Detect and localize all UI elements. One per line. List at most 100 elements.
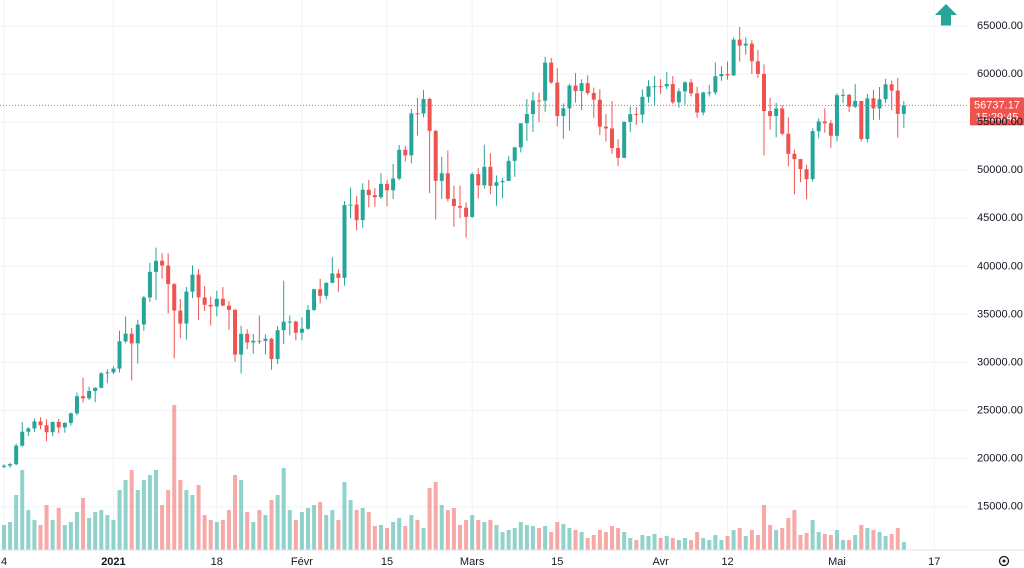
volume-bar [44, 505, 49, 550]
volume-bar [439, 505, 444, 550]
volume-bar [834, 530, 839, 550]
y-tick-label: 55000.00 [977, 116, 1023, 128]
volume-bar [841, 540, 846, 550]
candle-body [14, 445, 19, 465]
x-tick-label: 15 [381, 556, 393, 568]
candle-body [622, 121, 627, 158]
candle-body [421, 98, 426, 114]
volume-bar [372, 526, 377, 550]
y-tick-label: 65000.00 [977, 20, 1023, 32]
x-tick-label: 12 [721, 556, 733, 568]
volume-bar [762, 505, 766, 550]
candle-body [822, 121, 827, 124]
candle-body [701, 92, 706, 113]
candle-body [895, 90, 900, 114]
candle-body [154, 260, 158, 272]
x-tick-label: 2021 [101, 556, 125, 568]
candle-body [50, 421, 55, 433]
candle-body [549, 62, 554, 83]
volume-bar [774, 530, 779, 550]
volume-bar [603, 532, 608, 550]
volume-bar [610, 526, 614, 550]
candle-body [676, 91, 681, 103]
volume-bar [628, 538, 633, 550]
volume-bar [482, 522, 487, 550]
volume-bar [731, 530, 736, 550]
volume-bar [543, 526, 548, 550]
candle-body [458, 206, 462, 208]
volume-bar [202, 515, 207, 550]
volume-bar [239, 480, 244, 550]
candle-body [841, 94, 846, 96]
candle-body [385, 183, 390, 191]
volume-bar [105, 515, 110, 550]
candle-body [439, 173, 444, 181]
volume-bar [299, 512, 304, 550]
volume-bar [184, 490, 189, 550]
candle-body [324, 282, 329, 296]
candle-body [330, 273, 335, 283]
volume-bar [579, 532, 584, 550]
candle-body [585, 83, 590, 93]
candle-body [470, 174, 475, 217]
volume-bar [853, 535, 858, 550]
volume-bar [391, 522, 396, 550]
candle-body [293, 321, 298, 333]
volume-bar [877, 532, 882, 550]
volume-bar [245, 512, 250, 550]
y-tick-label: 15000.00 [977, 501, 1023, 513]
candle-body [464, 207, 469, 217]
candle-body [901, 105, 906, 114]
volume-bar [901, 542, 906, 550]
candle-body [360, 189, 365, 221]
up-arrow[interactable] [935, 4, 957, 26]
candle-body [780, 108, 785, 134]
gear-center[interactable] [1002, 559, 1006, 563]
y-tick-label: 30000.00 [977, 356, 1023, 368]
volume-bar [780, 528, 785, 550]
volume-bar [652, 534, 657, 550]
candle-body [682, 82, 687, 92]
volume-bar [378, 525, 383, 550]
candle-body [877, 99, 882, 109]
volume-bar [397, 518, 402, 550]
volume-bar [549, 532, 554, 550]
volume-bar [798, 535, 803, 550]
volume-bar [348, 500, 353, 550]
x-tick-label: Avr [652, 556, 669, 568]
candle-body [828, 123, 833, 136]
volume-bar [768, 525, 773, 550]
volume-bar [792, 510, 797, 550]
volume-bar [725, 536, 730, 550]
volume-bar [336, 520, 341, 550]
candle-body [299, 328, 304, 333]
volume-bar [81, 498, 86, 550]
volume-bar [445, 510, 450, 550]
volume-bar [804, 533, 809, 550]
volume-bar [506, 530, 511, 550]
volume-bar [755, 535, 760, 550]
candle-body [482, 166, 487, 186]
candle-body [190, 274, 195, 292]
candle-body [245, 333, 250, 343]
volume-bar [342, 482, 347, 550]
volume-bar [573, 530, 578, 550]
trend-icon[interactable] [935, 4, 957, 26]
volume-bar [889, 534, 894, 550]
x-tick-label: 17 [928, 556, 940, 568]
settings-icon[interactable] [998, 555, 1010, 567]
candle-body [26, 428, 31, 432]
gear[interactable] [998, 555, 1010, 567]
volume-bar [597, 530, 602, 550]
volume-bar [293, 520, 298, 550]
candle-body [451, 198, 456, 207]
candle-body [239, 333, 244, 355]
candle-body [147, 271, 152, 298]
volume-bar [178, 480, 183, 550]
candle-body [670, 84, 675, 103]
x-tick-label: 18 [211, 556, 223, 568]
volume-bar [421, 528, 426, 550]
candle-body [336, 273, 341, 278]
candle-body [616, 148, 621, 158]
